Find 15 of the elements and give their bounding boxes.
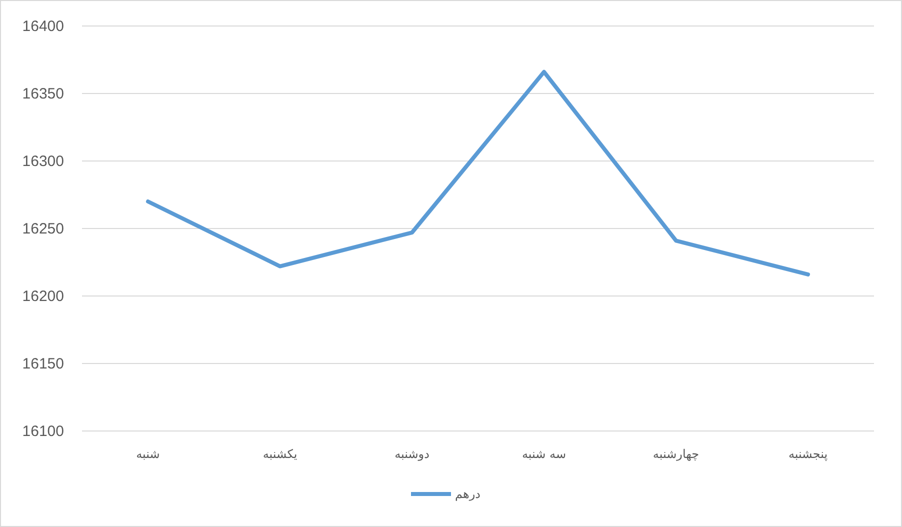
x-tick-label: دوشنبه	[394, 447, 430, 461]
y-tick-label: 16350	[22, 86, 64, 102]
x-tick-label: پنجشنبه	[788, 447, 828, 461]
line-series	[146, 70, 810, 276]
legend-label: درهم	[455, 487, 480, 501]
y-tick-label: 16300	[22, 153, 64, 170]
x-tick-label: چهارشنبه	[652, 447, 700, 461]
y-tick-label: 16150	[22, 356, 64, 372]
y-tick-label: 16200	[22, 288, 64, 305]
y-tick-label: 16400	[22, 18, 64, 35]
x-tick-label: شنبه	[136, 447, 160, 461]
x-tick-label: یکشنبه	[262, 447, 298, 461]
y-tick-label: 16250	[22, 220, 64, 238]
y-tick-label: 16100	[22, 423, 64, 440]
x-tick-label: سه شنبه	[522, 447, 566, 461]
